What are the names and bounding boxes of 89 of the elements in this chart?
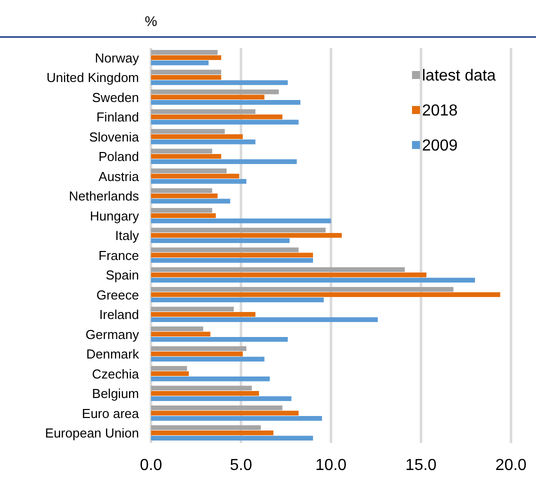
bar (151, 312, 256, 317)
y-tick-label: Germany (86, 326, 140, 342)
x-tick-label: 0.0 (140, 457, 162, 474)
bar (151, 100, 300, 105)
legend-label: 2018 (422, 102, 458, 120)
bar (151, 317, 378, 322)
bar (151, 80, 288, 86)
y-tick-label: Norway (94, 50, 140, 66)
bar (151, 89, 279, 94)
y-tick-label: Netherlands (68, 188, 140, 204)
bar (151, 94, 264, 100)
bar (151, 198, 230, 204)
bar (151, 120, 299, 125)
x-axis-title: % (144, 13, 158, 29)
bar (151, 174, 240, 179)
y-tick-label: Ireland (99, 307, 139, 322)
bar (151, 306, 234, 312)
bar (151, 128, 225, 134)
y-tick-label: Czechia (92, 366, 140, 382)
y-tick-label: Euro area (82, 406, 140, 421)
x-tick-label: 5.0 (230, 457, 252, 474)
y-tick-label: Spain (106, 268, 139, 283)
bar (151, 140, 256, 144)
bar (151, 298, 324, 302)
x-tick-label: 10.0 (315, 457, 347, 474)
bar (151, 179, 246, 184)
y-tick-label: Greece (96, 287, 139, 302)
y-tick-label: Belgium (92, 386, 139, 402)
bar (151, 430, 274, 436)
bar (151, 286, 454, 292)
bar (151, 60, 209, 66)
bar (151, 218, 331, 224)
bar (151, 232, 342, 238)
bar (151, 148, 212, 154)
bar (151, 74, 222, 80)
bar (151, 376, 270, 382)
bar (151, 425, 261, 430)
bar (151, 405, 282, 410)
x-tick-label: 20.0 (495, 457, 527, 474)
x-tick-label: 15.0 (405, 457, 437, 474)
y-tick-label: France (98, 248, 139, 263)
bar (151, 332, 210, 337)
bar (151, 252, 313, 258)
bar (151, 154, 222, 159)
bar (151, 168, 227, 174)
bar (151, 228, 326, 232)
bar (151, 278, 475, 283)
y-tick-label: European Union (45, 426, 139, 441)
bar (151, 416, 322, 421)
bar (151, 55, 222, 60)
bar (151, 390, 259, 396)
bar (151, 238, 290, 244)
bar (151, 109, 256, 114)
bar (151, 346, 246, 351)
bar (151, 70, 222, 74)
y-tick-label: Slovenia (89, 129, 140, 144)
y-tick-label: Poland (98, 149, 139, 164)
bar (151, 366, 187, 371)
bar (151, 208, 212, 213)
y-tick-label: Finland (96, 110, 139, 125)
bar (151, 114, 282, 120)
bar (151, 159, 297, 164)
bar (151, 193, 218, 198)
bar (151, 213, 216, 218)
y-tick-label: Sweden (92, 90, 139, 105)
bar (151, 436, 313, 441)
bar (151, 410, 299, 416)
y-tick-label: Denmark (86, 346, 140, 362)
bar (151, 371, 189, 376)
bar (151, 351, 243, 356)
y-tick-label: Hungary (90, 208, 140, 224)
bar (151, 386, 252, 390)
bar (151, 272, 426, 278)
bar (151, 396, 292, 402)
legend-label: 2009 (422, 138, 458, 155)
bar (151, 292, 500, 298)
bar (151, 326, 204, 332)
bar (151, 337, 288, 342)
legend-label: latest data (422, 68, 496, 85)
bar (151, 50, 218, 55)
bar (151, 267, 405, 272)
bar (151, 247, 299, 252)
y-tick-label: United Kingdom (46, 70, 139, 86)
y-tick-label: Austria (98, 168, 140, 184)
bar (151, 134, 243, 140)
bar (151, 258, 313, 263)
bar (151, 188, 212, 193)
bar (151, 356, 264, 362)
y-tick-label: Italy (115, 228, 140, 244)
